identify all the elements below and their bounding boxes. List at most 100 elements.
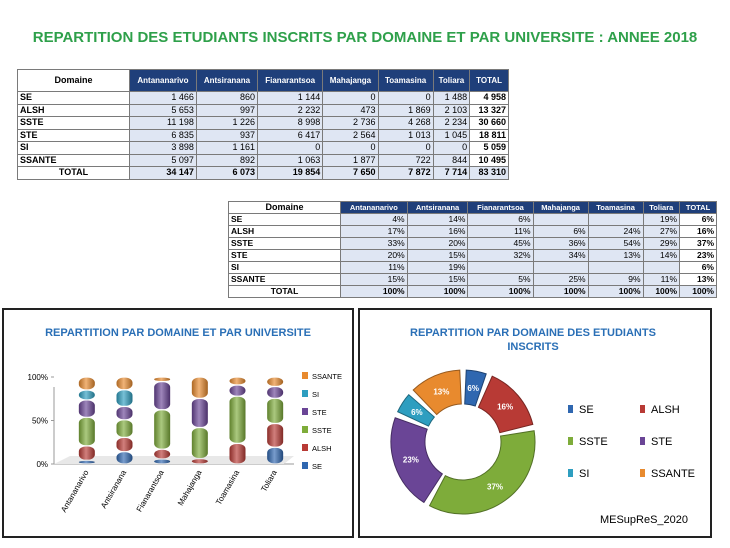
stacked-bar-chart-panel: REPARTITION PAR DOMAINE ET PAR UNIVERSIT…	[2, 308, 354, 538]
bar-segment-ste	[78, 400, 95, 417]
table-cell: 6%	[679, 261, 717, 274]
bar-segment-se	[116, 452, 133, 464]
column-header: Antsiranana	[195, 69, 258, 92]
column-header: Toamasina	[377, 69, 434, 92]
bar-segment-alsh	[116, 437, 133, 452]
bar-segment-ste	[267, 387, 284, 398]
table-cell: 7 872	[377, 166, 434, 180]
table-cell: 19%	[406, 261, 469, 274]
table-cell: 5 059	[469, 141, 509, 155]
table-cell: 1 161	[195, 141, 258, 155]
counts-table-header: Domaine Antananarivo Antsiranana Fianarants…	[17, 69, 509, 92]
table-cell: 11%	[467, 225, 534, 238]
bar-segment-ste	[191, 398, 208, 427]
table-cell: 29%	[642, 237, 681, 250]
column-header: Toamasina	[587, 201, 644, 214]
table-cell: 34%	[532, 249, 589, 262]
table-row: SI 11% 19% 6%	[228, 261, 717, 274]
table-cell: 0	[377, 91, 434, 105]
table-cell: 722	[377, 153, 434, 167]
legend-label: SSTE	[579, 436, 608, 448]
table-cell: 100%	[340, 285, 408, 298]
table-cell: 16%	[406, 225, 469, 238]
donut-slice-ssante	[412, 369, 462, 416]
table-cell: 83 310	[469, 166, 509, 180]
legend-label: SI	[312, 390, 319, 399]
donut-slice-se	[464, 369, 487, 407]
table-cell: 14%	[642, 249, 681, 262]
table-cell: 1 877	[322, 153, 379, 167]
table-cell: 6 835	[129, 128, 197, 142]
table-row: SSANTE 5 097 892 1 063 1 877 722 844 10 495	[17, 153, 509, 167]
table-cell: 7 714	[432, 166, 471, 180]
bar-segment-sste	[229, 396, 246, 443]
legend-swatch	[302, 444, 308, 451]
table-cell: 6 417	[256, 128, 324, 142]
table-cell: 0	[322, 91, 379, 105]
table-cell: 17%	[340, 225, 408, 238]
table-cell: 19%	[642, 213, 681, 226]
table-cell: 11%	[642, 273, 681, 286]
column-header: TOTAL	[469, 69, 509, 92]
table-cell: 937	[195, 128, 258, 142]
bar-segment-si	[78, 390, 95, 400]
row-label: SSTE	[17, 116, 130, 130]
stacked-bar-chart: 0% 50% 100% Antananarivo Antsiranana Fianaran…	[28, 372, 342, 514]
table-cell: 860	[195, 91, 258, 105]
table-cell: 10 495	[469, 153, 509, 167]
donut-value-label: 13%	[433, 387, 449, 396]
row-label: SE	[17, 91, 130, 105]
bar-segment-se	[78, 460, 95, 464]
column-header: Domaine	[228, 201, 341, 214]
table-cell: 892	[195, 153, 258, 167]
row-label: SI	[17, 141, 130, 155]
table-row: TOTAL 100% 100% 100% 100% 100% 100% 100%	[228, 285, 717, 298]
table-row: ALSH 5 653 997 2 232 473 1 869 2 103 13 327	[17, 103, 509, 117]
table-cell: 7 650	[322, 166, 379, 180]
bar-segment-alsh	[78, 446, 95, 460]
row-label: STE	[17, 128, 130, 142]
bar-segment-ste	[229, 385, 246, 396]
donut-chart-title: REPARTITION PAR DOMAINE DES ETUDIANTS IN…	[410, 327, 656, 353]
row-label: TOTAL	[17, 166, 130, 180]
table-cell: 25%	[532, 273, 589, 286]
table-cell: 20%	[340, 249, 408, 262]
table-row: SSANTE 15% 15% 5% 25% 9% 11% 13%	[228, 273, 717, 286]
bar-segment-ssante	[116, 377, 133, 390]
table-cell: 1 466	[129, 91, 197, 105]
bar-segment-ssante	[191, 377, 208, 398]
x-tick-label: Toliara	[259, 468, 279, 493]
bar-segment-alsh	[191, 459, 208, 464]
table-cell: 34 147	[129, 166, 197, 180]
bar-segment-sste	[154, 410, 171, 449]
table-cell: 6%	[467, 213, 534, 226]
table-row: SI 3 898 1 161 0 0 0 0 5 059	[17, 141, 509, 155]
table-cell: 2 103	[432, 103, 471, 117]
table-cell: 4 958	[469, 91, 509, 105]
column-header: TOTAL	[679, 201, 717, 214]
table-cell: 13 327	[469, 103, 509, 117]
row-label: STE	[228, 249, 341, 262]
legend-swatch	[302, 426, 308, 433]
bar-segment-sste	[78, 417, 95, 446]
table-cell: 4%	[340, 213, 408, 226]
row-label: ALSH	[228, 225, 341, 238]
table-cell: 3 898	[129, 141, 197, 155]
table-cell: 100%	[587, 285, 644, 298]
legend-label: SSTE	[312, 426, 332, 435]
column-header: Antananarivo	[129, 69, 197, 92]
table-row: SSTE 11 198 1 226 8 998 2 736 4 268 2 234 30 66…	[17, 116, 509, 130]
table-cell: 997	[195, 103, 258, 117]
y-tick-label: 100%	[28, 373, 48, 382]
donut-slice-sste	[428, 430, 536, 515]
legend-label: SE	[579, 404, 594, 416]
table-cell: 1 488	[432, 91, 471, 105]
row-label: SSTE	[228, 237, 341, 250]
bar-segment-ssante	[229, 377, 246, 385]
page-title: REPARTITION DES ETUDIANTS INSCRITS PAR D…	[32, 29, 698, 46]
donut-chart-panel: REPARTITION PAR DOMAINE DES ETUDIANTS IN…	[358, 308, 712, 538]
table-row: STE 20% 15% 32% 34% 13% 14% 23%	[228, 249, 717, 262]
column-header: Antananarivo	[340, 201, 408, 214]
table-cell: 4 268	[377, 116, 434, 130]
bar-chart-title: REPARTITION PAR DOMAINE ET PAR UNIVERSIT…	[45, 327, 311, 339]
